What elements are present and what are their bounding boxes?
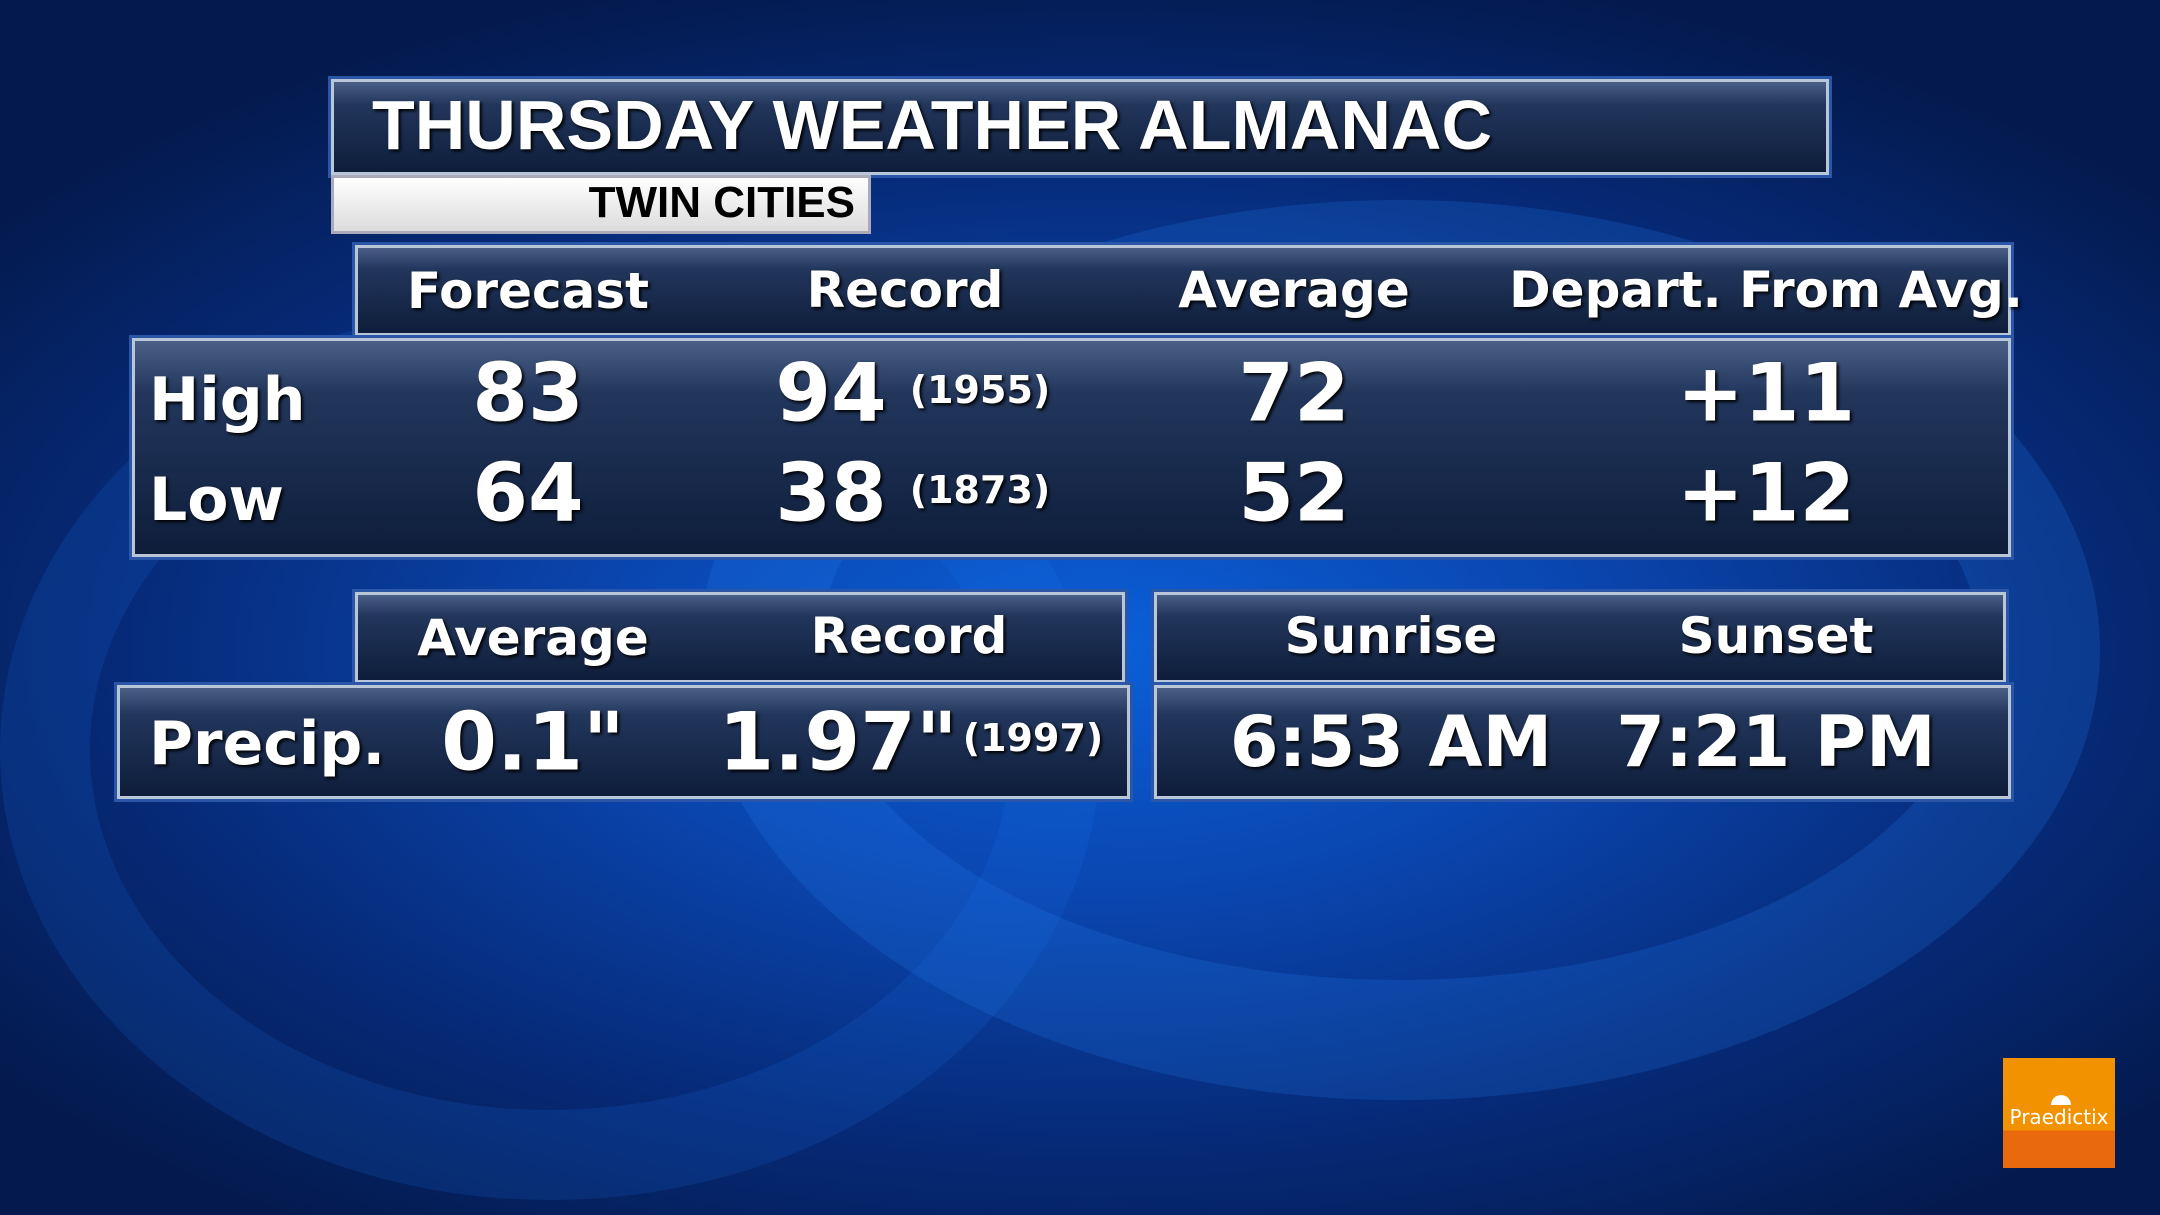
precip-average: 0.1": [441, 695, 625, 789]
header-sunrise: Sunrise: [1284, 607, 1498, 665]
low-record: 38: [775, 446, 887, 540]
sun-header-bar: [1154, 592, 2006, 683]
header-record: Record: [806, 261, 1004, 319]
header-average: Average: [1178, 261, 1410, 319]
high-average: 72: [1238, 346, 1350, 440]
precip-data-panel: [117, 685, 1130, 799]
precip-header-average: Average: [417, 609, 649, 667]
location-bar: [331, 175, 871, 234]
high-record-year: (1955): [909, 368, 1051, 412]
high-forecast: 83: [472, 346, 584, 440]
location-label: TWIN CITIES: [588, 178, 855, 227]
low-forecast: 64: [472, 446, 584, 540]
header-sunset: Sunset: [1678, 607, 1874, 665]
sun-data-panel: [1154, 685, 2011, 799]
title-bar: [331, 79, 1829, 175]
sunset-time: 7:21 PM: [1616, 701, 1936, 783]
row-label-low: Low: [149, 465, 284, 535]
praedictix-logo: Praedictix: [2003, 1058, 2115, 1168]
precip-header-record: Record: [810, 607, 1008, 665]
low-record-year: (1873): [909, 468, 1051, 512]
precip-record-year: (1997): [962, 716, 1104, 760]
low-average: 52: [1238, 446, 1350, 540]
header-forecast: Forecast: [406, 262, 650, 320]
umbrella-icon: [2051, 1095, 2071, 1105]
page-title: THURSDAY WEATHER ALMANAC: [372, 86, 1492, 164]
low-departure: +12: [1676, 446, 1856, 540]
precip-record: 1.97": [718, 695, 958, 789]
temps-data-panel: [132, 338, 2011, 557]
logo-text: Praedictix: [2009, 1105, 2109, 1129]
precip-header-bar: [355, 592, 1125, 683]
temps-header-bar: [355, 245, 2011, 336]
header-departure: Depart. From Avg.: [1509, 261, 2023, 319]
row-label-high: High: [149, 365, 306, 435]
high-departure: +11: [1676, 346, 1856, 440]
high-record: 94: [775, 346, 887, 440]
sunrise-time: 6:53 AM: [1229, 701, 1553, 783]
precip-label: Precip.: [149, 709, 386, 779]
